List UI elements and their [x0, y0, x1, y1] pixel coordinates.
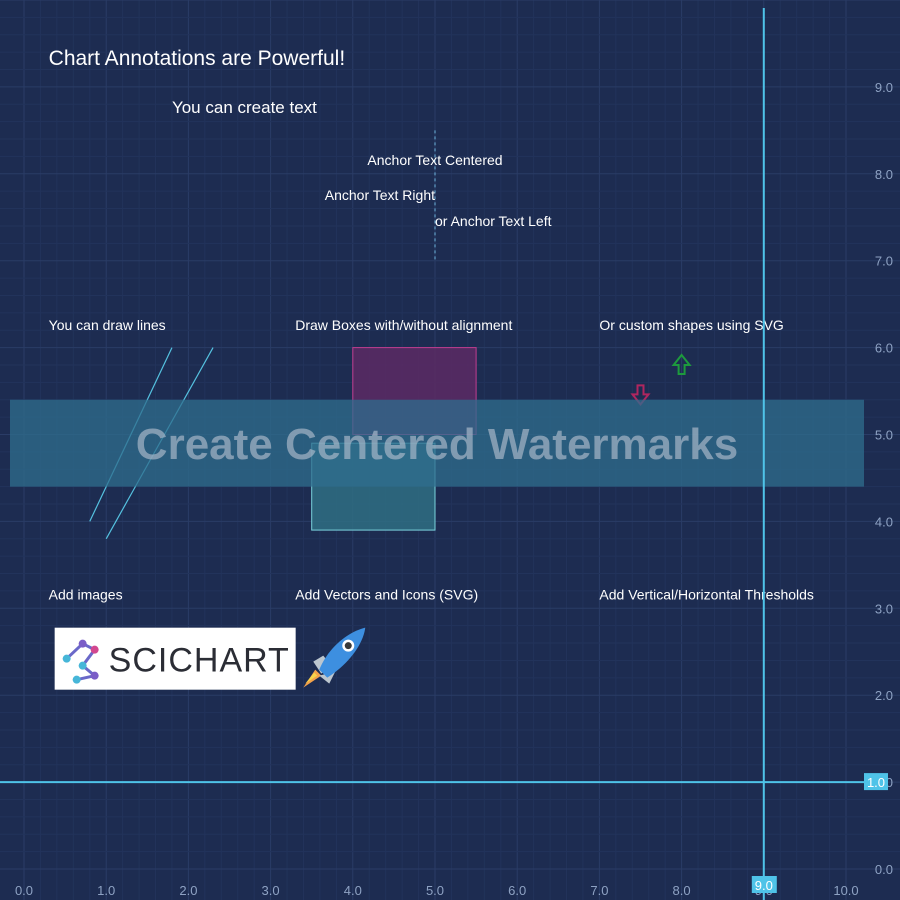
x-tick-label: 3.0 — [262, 883, 280, 898]
y-tick-label: 2.0 — [875, 688, 893, 703]
vertical-threshold-badge — [751, 876, 777, 893]
chart-annotation-title: Chart Annotations are Powerful! — [49, 47, 346, 70]
y-tick-label: 0.0 — [875, 862, 893, 877]
x-tick-label: 8.0 — [673, 883, 691, 898]
x-tick-label: 4.0 — [344, 883, 362, 898]
y-tick-label: 7.0 — [875, 254, 893, 269]
y-tick-label: 3.0 — [875, 601, 893, 616]
arrow-up-icon — [671, 353, 692, 375]
vectors-label: Add Vectors and Icons (SVG) — [295, 587, 478, 603]
x-tick-label: 1.0 — [97, 883, 115, 898]
y-tick-label: 8.0 — [875, 167, 893, 182]
anchor-text-left: or Anchor Text Left — [435, 213, 552, 229]
y-tick-label: 4.0 — [875, 514, 893, 529]
scichart-logo-node — [78, 639, 87, 648]
y-tick-label: 9.0 — [875, 80, 893, 95]
scichart-logo-node — [72, 675, 81, 684]
anchor-text-right: Anchor Text Right — [325, 187, 435, 203]
horizontal-threshold-label: 1.0 — [867, 775, 885, 790]
vertical-threshold-label: 9.0 — [755, 878, 773, 893]
x-tick-label: 2.0 — [179, 883, 197, 898]
svg-shapes-label: Or custom shapes using SVG — [599, 317, 783, 333]
x-tick-label: 6.0 — [508, 883, 526, 898]
create-text-annotation: You can create text — [172, 98, 317, 117]
horizontal-threshold-badge — [864, 773, 888, 791]
boxes-label: Draw Boxes with/without alignment — [295, 317, 512, 333]
rocket-icon — [303, 627, 366, 688]
x-tick-label: 7.0 — [590, 883, 608, 898]
scichart-logo-node — [90, 645, 99, 654]
anchor-text-centered: Anchor Text Centered — [367, 152, 502, 168]
watermark-text: Create Centered Watermarks — [136, 420, 738, 469]
lines-label: You can draw lines — [49, 317, 166, 333]
y-tick-label: 5.0 — [875, 428, 893, 443]
scichart-logo-node — [78, 661, 87, 670]
scichart-logo-node — [90, 671, 99, 680]
watermark-band — [10, 399, 864, 487]
scichart-logo-node — [62, 654, 71, 663]
y-tick-label: 6.0 — [875, 341, 893, 356]
arrow-down-icon — [630, 384, 651, 406]
x-tick-label: 5.0 — [426, 883, 444, 898]
thresholds-label: Add Vertical/Horizontal Thresholds — [599, 587, 814, 603]
images-label: Add images — [49, 587, 123, 603]
scichart-logo-text: SCICHART — [109, 642, 290, 680]
x-tick-label: 10.0 — [833, 883, 858, 898]
x-tick-label: 0.0 — [15, 883, 33, 898]
